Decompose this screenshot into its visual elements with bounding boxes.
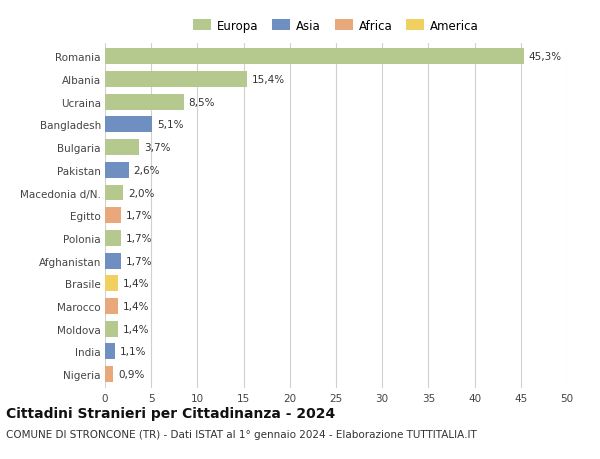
Text: COMUNE DI STRONCONE (TR) - Dati ISTAT al 1° gennaio 2024 - Elaborazione TUTTITAL: COMUNE DI STRONCONE (TR) - Dati ISTAT al… — [6, 429, 477, 439]
Bar — [105, 95, 184, 111]
Bar — [105, 321, 118, 337]
Bar — [105, 253, 121, 269]
Bar — [105, 117, 152, 133]
Text: 1,1%: 1,1% — [120, 347, 146, 357]
Text: 45,3%: 45,3% — [528, 52, 562, 62]
Text: 3,7%: 3,7% — [144, 143, 170, 153]
Bar — [105, 162, 129, 179]
Bar — [105, 72, 247, 88]
Text: Cittadini Stranieri per Cittadinanza - 2024: Cittadini Stranieri per Cittadinanza - 2… — [6, 406, 335, 420]
Text: 1,4%: 1,4% — [122, 279, 149, 289]
Text: 1,7%: 1,7% — [125, 233, 152, 243]
Bar — [105, 344, 115, 359]
Bar — [105, 298, 118, 314]
Bar — [105, 276, 118, 291]
Text: 2,6%: 2,6% — [134, 165, 160, 175]
Bar — [105, 208, 121, 224]
Bar — [105, 185, 124, 201]
Text: 1,4%: 1,4% — [122, 324, 149, 334]
Text: 1,7%: 1,7% — [125, 211, 152, 221]
Bar — [105, 230, 121, 246]
Text: 5,1%: 5,1% — [157, 120, 183, 130]
Legend: Europa, Asia, Africa, America: Europa, Asia, Africa, America — [188, 15, 484, 38]
Text: 0,9%: 0,9% — [118, 369, 145, 379]
Bar — [105, 140, 139, 156]
Bar — [105, 366, 113, 382]
Text: 8,5%: 8,5% — [188, 97, 215, 107]
Text: 2,0%: 2,0% — [128, 188, 154, 198]
Text: 1,4%: 1,4% — [122, 301, 149, 311]
Bar — [105, 49, 524, 65]
Text: 1,7%: 1,7% — [125, 256, 152, 266]
Text: 15,4%: 15,4% — [252, 75, 285, 85]
